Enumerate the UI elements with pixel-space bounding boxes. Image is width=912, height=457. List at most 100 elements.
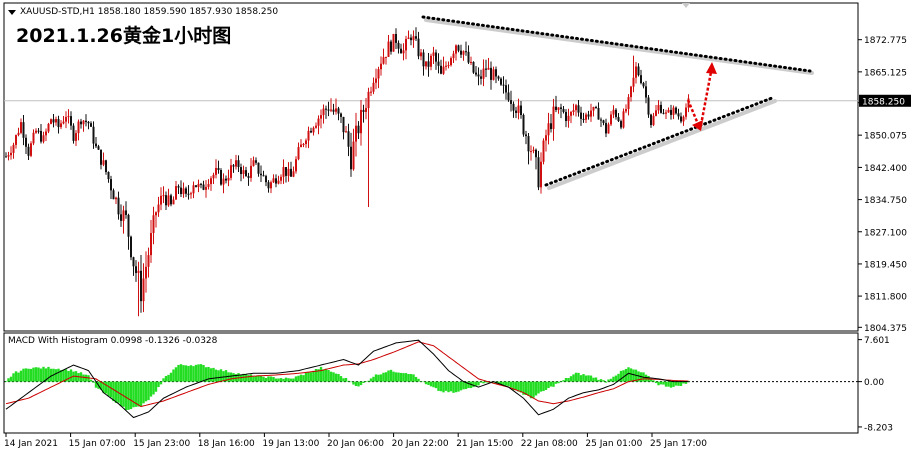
candle-body	[235, 160, 237, 167]
histogram-bar	[617, 373, 620, 382]
candle-body	[387, 41, 390, 57]
candle-body	[90, 123, 92, 127]
histogram-bar	[32, 367, 35, 382]
histogram-bar	[247, 375, 250, 382]
candle-body	[272, 178, 275, 183]
candle-body	[525, 134, 527, 137]
histogram-bar	[134, 381, 138, 407]
histogram-bar	[292, 378, 295, 382]
candle-body	[172, 199, 175, 205]
candle-body	[585, 114, 587, 120]
candle-body	[305, 140, 307, 144]
candle-body	[337, 108, 340, 114]
histogram-bar	[504, 381, 508, 386]
candle-body	[57, 119, 60, 128]
histogram-bar	[359, 381, 363, 386]
histogram-bar	[554, 381, 558, 384]
candle-body	[30, 143, 32, 156]
histogram-bar	[527, 381, 530, 396]
histogram-bar	[289, 378, 293, 382]
histogram-bar	[502, 381, 505, 387]
candle-body	[175, 186, 177, 200]
histogram-bar	[429, 381, 433, 387]
candle-body	[142, 278, 145, 302]
histogram-bar	[112, 381, 115, 402]
histogram-bar	[557, 381, 560, 384]
histogram-bar	[457, 381, 460, 392]
histogram-bar	[27, 368, 30, 382]
lower-trendline	[544, 96, 774, 187]
histogram-bar	[254, 376, 258, 382]
candle-body	[560, 107, 562, 109]
x-tick-label: 18 Jan 16:00	[198, 439, 255, 449]
candle-body	[357, 125, 360, 134]
candle-body	[477, 74, 480, 77]
histogram-bar	[389, 369, 393, 382]
histogram-bar	[422, 381, 425, 383]
candle-body	[535, 149, 537, 158]
candle-body	[22, 122, 25, 138]
histogram-bar	[324, 368, 328, 382]
candle-body	[565, 111, 567, 122]
histogram-bar	[139, 381, 143, 407]
histogram-bar	[439, 381, 443, 392]
candle-body	[377, 69, 380, 79]
candle-body	[625, 109, 627, 112]
candle-body	[297, 147, 300, 160]
histogram-bar	[182, 365, 185, 382]
histogram-bar	[99, 381, 103, 390]
x-tick-label: 19 Jan 13:00	[262, 439, 319, 449]
histogram-bar	[274, 378, 278, 382]
y-tick-label: 1827.100	[864, 228, 907, 238]
candle-body	[497, 76, 500, 79]
histogram-bar	[444, 381, 448, 391]
up-arrow-shaft	[699, 71, 713, 126]
histogram-bar	[352, 381, 355, 385]
candle-body	[312, 127, 315, 133]
candle-body	[270, 182, 272, 189]
candle-body	[342, 116, 345, 133]
histogram-bar	[332, 372, 335, 382]
histogram-bar	[319, 366, 323, 382]
histogram-bar	[22, 368, 25, 382]
candle-body	[452, 53, 455, 59]
candle-body	[660, 104, 662, 113]
candle-body	[95, 143, 97, 147]
candle-body	[577, 105, 580, 113]
candle-body	[635, 66, 637, 78]
candle-body	[165, 195, 167, 206]
candle-body	[140, 270, 142, 302]
candle-body	[427, 61, 430, 67]
candle-body	[637, 66, 640, 76]
candle-body	[107, 171, 110, 180]
histogram-bar	[507, 381, 510, 387]
candle-body	[82, 120, 85, 125]
candle-body	[60, 123, 62, 128]
candle-body	[250, 165, 252, 178]
candles	[5, 27, 690, 317]
candle-body	[675, 107, 677, 114]
histogram-bar	[272, 377, 275, 382]
histogram-bar	[237, 373, 240, 382]
chart-menu-arrow[interactable]	[8, 10, 16, 15]
candle-body	[647, 97, 650, 115]
candle-body	[105, 160, 107, 172]
histogram-bar	[464, 381, 468, 390]
histogram-bar	[522, 381, 525, 395]
histogram-bar	[297, 375, 300, 382]
candle-body	[425, 61, 427, 67]
histogram-bar	[644, 374, 648, 382]
macd-panel-frame	[3, 332, 859, 434]
candle-body	[515, 110, 517, 113]
x-tick-label: 25 Jan 17:00	[650, 439, 707, 449]
candle-body	[665, 112, 667, 114]
x-tick-label: 20 Jan 22:00	[392, 439, 449, 449]
candle-body	[627, 97, 630, 110]
candle-body	[500, 78, 502, 85]
histogram-bar	[29, 368, 33, 382]
candle-body	[440, 65, 442, 74]
upper-trendline-shadow	[424, 18, 814, 75]
histogram-bar	[122, 381, 125, 407]
candle-body	[5, 156, 7, 158]
candle-body	[372, 82, 375, 92]
